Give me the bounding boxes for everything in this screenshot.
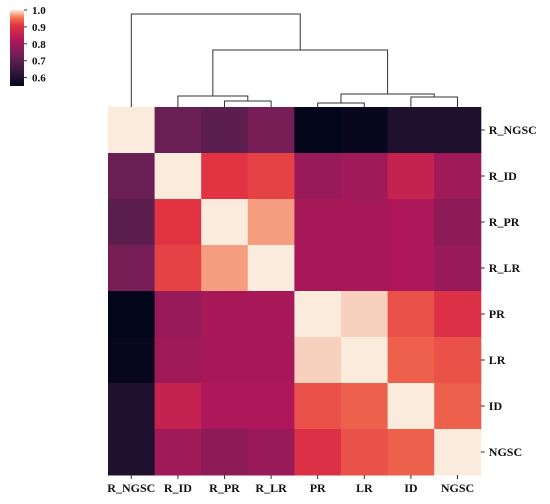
heatmap-cell-NGSC-NGSC — [434, 429, 482, 476]
x-tick-label-R_NGSC: R_NGSC — [107, 481, 155, 495]
heatmap-cell-R_PR-PR — [294, 199, 342, 246]
heatmap-cell-ID-LR — [341, 383, 389, 430]
heatmap-cell-PR-ID — [387, 291, 435, 338]
colorbar-tick-label: 0.8 — [32, 39, 46, 51]
heatmap-cell-PR-R_PR — [201, 291, 249, 338]
heatmap-cell-R_LR-R_ID — [154, 245, 202, 292]
heatmap-cell-NGSC-R_ID — [154, 429, 202, 476]
heatmap-cell-LR-R_NGSC — [108, 337, 156, 384]
heatmap-cell-R_ID-PR — [294, 153, 342, 200]
heatmap-cell-R_ID-R_ID — [154, 153, 202, 200]
heatmap-cell-R_ID-NGSC — [434, 153, 482, 200]
y-tick-label-PR: PR — [489, 307, 505, 321]
y-tick-label-NGSC: NGSC — [489, 445, 522, 459]
heatmap-cell-ID-R_LR — [247, 383, 295, 430]
heatmap-cell-LR-LR — [341, 337, 389, 384]
heatmap-cell-R_ID-R_LR — [247, 153, 295, 200]
x-tick-label-R_LR: R_LR — [255, 481, 287, 495]
heatmap-cell-NGSC-R_NGSC — [108, 429, 156, 476]
heatmap-cell-ID-R_PR — [201, 383, 249, 430]
heatmap-cell-ID-ID — [387, 383, 435, 430]
x-tick-label-LR: LR — [356, 481, 373, 495]
y-tick-label-LR: LR — [489, 353, 506, 367]
heatmap-cell-NGSC-R_PR — [201, 429, 249, 476]
colorbar: 0.6 0.7 0.8 0.9 1.0 — [10, 5, 46, 86]
heatmap-cell-LR-ID — [387, 337, 435, 384]
heatmap-cell-R_PR-R_PR — [201, 199, 249, 246]
dendrogram-link-right-cluster — [340, 93, 435, 103]
heatmap-cell-ID-PR — [294, 383, 342, 430]
heatmap-cell-R_PR-LR — [341, 199, 389, 246]
heatmap-cell-PR-R_NGSC — [108, 291, 156, 338]
heatmap-cell-R_NGSC-NGSC — [434, 107, 482, 154]
heatmap-cell-LR-NGSC — [434, 337, 482, 384]
colorbar-ticks: 0.6 0.7 0.8 0.9 1.0 — [24, 5, 46, 85]
colorbar-gradient — [10, 10, 24, 86]
heatmap-cell-NGSC-LR — [341, 429, 389, 476]
heatmap-cell-R_PR-R_ID — [154, 199, 202, 246]
dendrogram-link-root — [130, 13, 301, 107]
heatmap-cell-PR-NGSC — [434, 291, 482, 338]
heatmap-cell-PR-R_ID — [154, 291, 202, 338]
y-tick-label-ID: ID — [489, 399, 503, 413]
heatmap-cell-R_LR-R_LR — [247, 245, 295, 292]
heatmap-cell-LR-PR — [294, 337, 342, 384]
heatmap-cell-NGSC-PR — [294, 429, 342, 476]
heatmap-cell-R_NGSC-R_ID — [154, 107, 202, 154]
x-tick-label-R_ID: R_ID — [164, 481, 192, 495]
y-tick-label-R_PR: R_PR — [489, 215, 520, 229]
heatmap-cell-R_NGSC-R_NGSC — [108, 107, 156, 154]
colorbar-tick-label: 0.7 — [32, 56, 46, 68]
heatmap-cell-R_LR-NGSC — [434, 245, 482, 292]
heatmap-cell-PR-LR — [341, 291, 389, 338]
heatmap-cell-R_ID-ID — [387, 153, 435, 200]
y-tick-label-R_LR: R_LR — [489, 261, 521, 275]
dendrogram-link-R_PR-R_LR — [224, 100, 272, 107]
dendrogram-link-ID-NGSC — [410, 96, 458, 107]
heatmap-cell-R_NGSC-ID — [387, 107, 435, 154]
colorbar-tick-label: 0.6 — [32, 73, 46, 85]
dendrogram-link-main-cluster — [212, 49, 389, 96]
x-tick-label-NGSC: NGSC — [441, 481, 474, 495]
heatmap-cell-R_ID-R_NGSC — [108, 153, 156, 200]
column-dendrogram — [130, 13, 458, 107]
heatmap-cell-R_NGSC-R_PR — [201, 107, 249, 154]
heatmap-cell-NGSC-ID — [387, 429, 435, 476]
heatmap-cell-PR-PR — [294, 291, 342, 338]
heatmap-cell-LR-R_LR — [247, 337, 295, 384]
x-axis-tick-labels: R_NGSC R_ID R_PR R_LR PR LR ID NGSC — [107, 475, 474, 495]
colorbar-tick-label: 1.0 — [32, 5, 46, 17]
heatmap-cell-R_PR-ID — [387, 199, 435, 246]
x-tick-label-R_PR: R_PR — [209, 481, 240, 495]
heatmap-cell-LR-R_ID — [154, 337, 202, 384]
y-tick-label-R_ID: R_ID — [489, 169, 517, 183]
heatmap-cell-R_LR-R_NGSC — [108, 245, 156, 292]
heatmap-cell-NGSC-R_LR — [247, 429, 295, 476]
dendrogram-link-PR-LR — [317, 102, 365, 107]
y-axis-tick-labels: R_NGSC R_ID R_PR R_LR PR LR ID NGSC — [480, 123, 537, 459]
heatmap-cell-R_NGSC-PR — [294, 107, 342, 154]
x-tick-label-PR: PR — [310, 481, 326, 495]
heatmap-cell-R_ID-R_PR — [201, 153, 249, 200]
heatmap-cell-PR-R_LR — [247, 291, 295, 338]
heatmap-cell-R_NGSC-R_LR — [247, 107, 295, 154]
heatmap-cell-ID-R_NGSC — [108, 383, 156, 430]
heatmap-cell-R_LR-PR — [294, 245, 342, 292]
heatmap-cell-R_PR-NGSC — [434, 199, 482, 246]
heatmap-cell-R_NGSC-LR — [341, 107, 389, 154]
heatmap-cell-LR-R_PR — [201, 337, 249, 384]
heatmap-cell-ID-NGSC — [434, 383, 482, 430]
heatmap-cell-R_PR-R_LR — [247, 199, 295, 246]
heatmap-cells — [108, 107, 482, 476]
heatmap-cell-R_LR-LR — [341, 245, 389, 292]
heatmap-cell-R_PR-R_NGSC — [108, 199, 156, 246]
heatmap-cell-ID-R_ID — [154, 383, 202, 430]
heatmap-cell-R_LR-ID — [387, 245, 435, 292]
heatmap-cell-R_LR-R_PR — [201, 245, 249, 292]
heatmap-cell-R_ID-LR — [341, 153, 389, 200]
y-tick-label-R_NGSC: R_NGSC — [489, 123, 537, 137]
colorbar-tick-label: 0.9 — [32, 22, 46, 34]
x-tick-label-ID: ID — [404, 481, 418, 495]
